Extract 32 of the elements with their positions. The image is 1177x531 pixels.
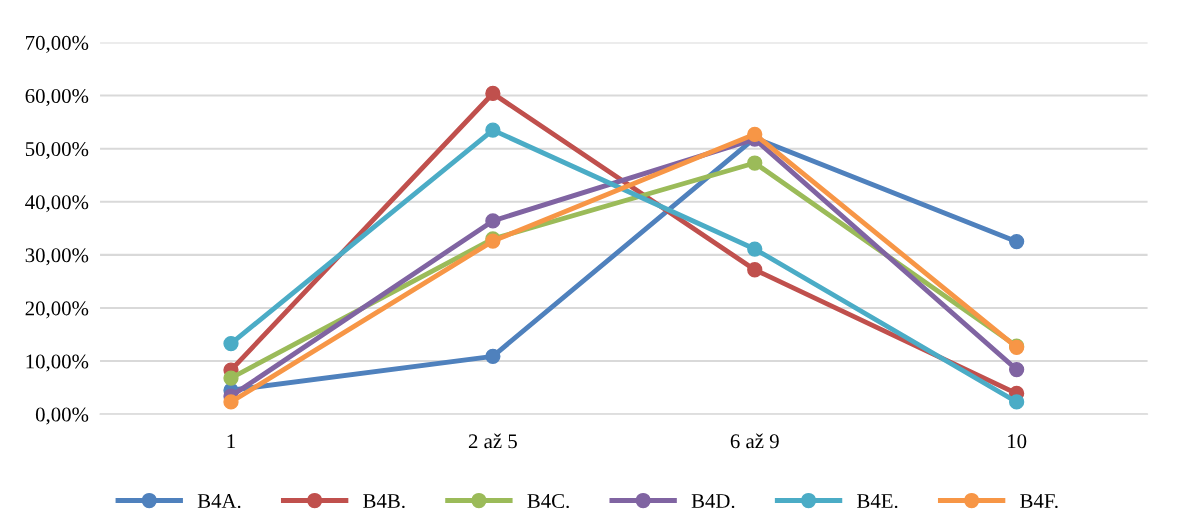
y-tick-label: 0,00% bbox=[35, 407, 89, 425]
point bbox=[485, 122, 501, 138]
legend-label: B4B. bbox=[363, 494, 405, 509]
point bbox=[223, 370, 239, 386]
legend-label: B4D. bbox=[691, 494, 735, 509]
point bbox=[485, 348, 501, 364]
legend-label: B4E. bbox=[857, 494, 898, 509]
point bbox=[1008, 233, 1025, 250]
legend-label: B4A. bbox=[197, 494, 241, 509]
x-tick-label: 10 bbox=[1008, 434, 1027, 449]
point bbox=[223, 394, 239, 410]
point bbox=[485, 85, 501, 102]
x-tick-label: 6 až 9 bbox=[730, 433, 779, 449]
point bbox=[1008, 394, 1025, 410]
point bbox=[747, 262, 763, 278]
legend-label: B4F. bbox=[1020, 494, 1058, 509]
y-tick-label: 60,00% bbox=[25, 88, 89, 107]
point bbox=[747, 241, 763, 257]
x-tick-label: 1 bbox=[227, 434, 235, 449]
point bbox=[223, 335, 239, 352]
y-tick-label: 30,00% bbox=[25, 248, 89, 266]
y-tick-label: 20,00% bbox=[25, 301, 89, 319]
point bbox=[485, 213, 501, 229]
y-tick-label: 70,00% bbox=[26, 35, 89, 53]
point bbox=[747, 155, 763, 171]
y-tick-label: 50,00% bbox=[25, 142, 89, 160]
y-tick-label: 10,00% bbox=[26, 354, 89, 372]
x-tick-label: 2 až 5 bbox=[468, 433, 517, 449]
legend-label: B4C. bbox=[527, 494, 569, 509]
point bbox=[747, 126, 763, 142]
y-tick-label: 40,00% bbox=[25, 195, 89, 213]
point bbox=[1008, 361, 1025, 378]
